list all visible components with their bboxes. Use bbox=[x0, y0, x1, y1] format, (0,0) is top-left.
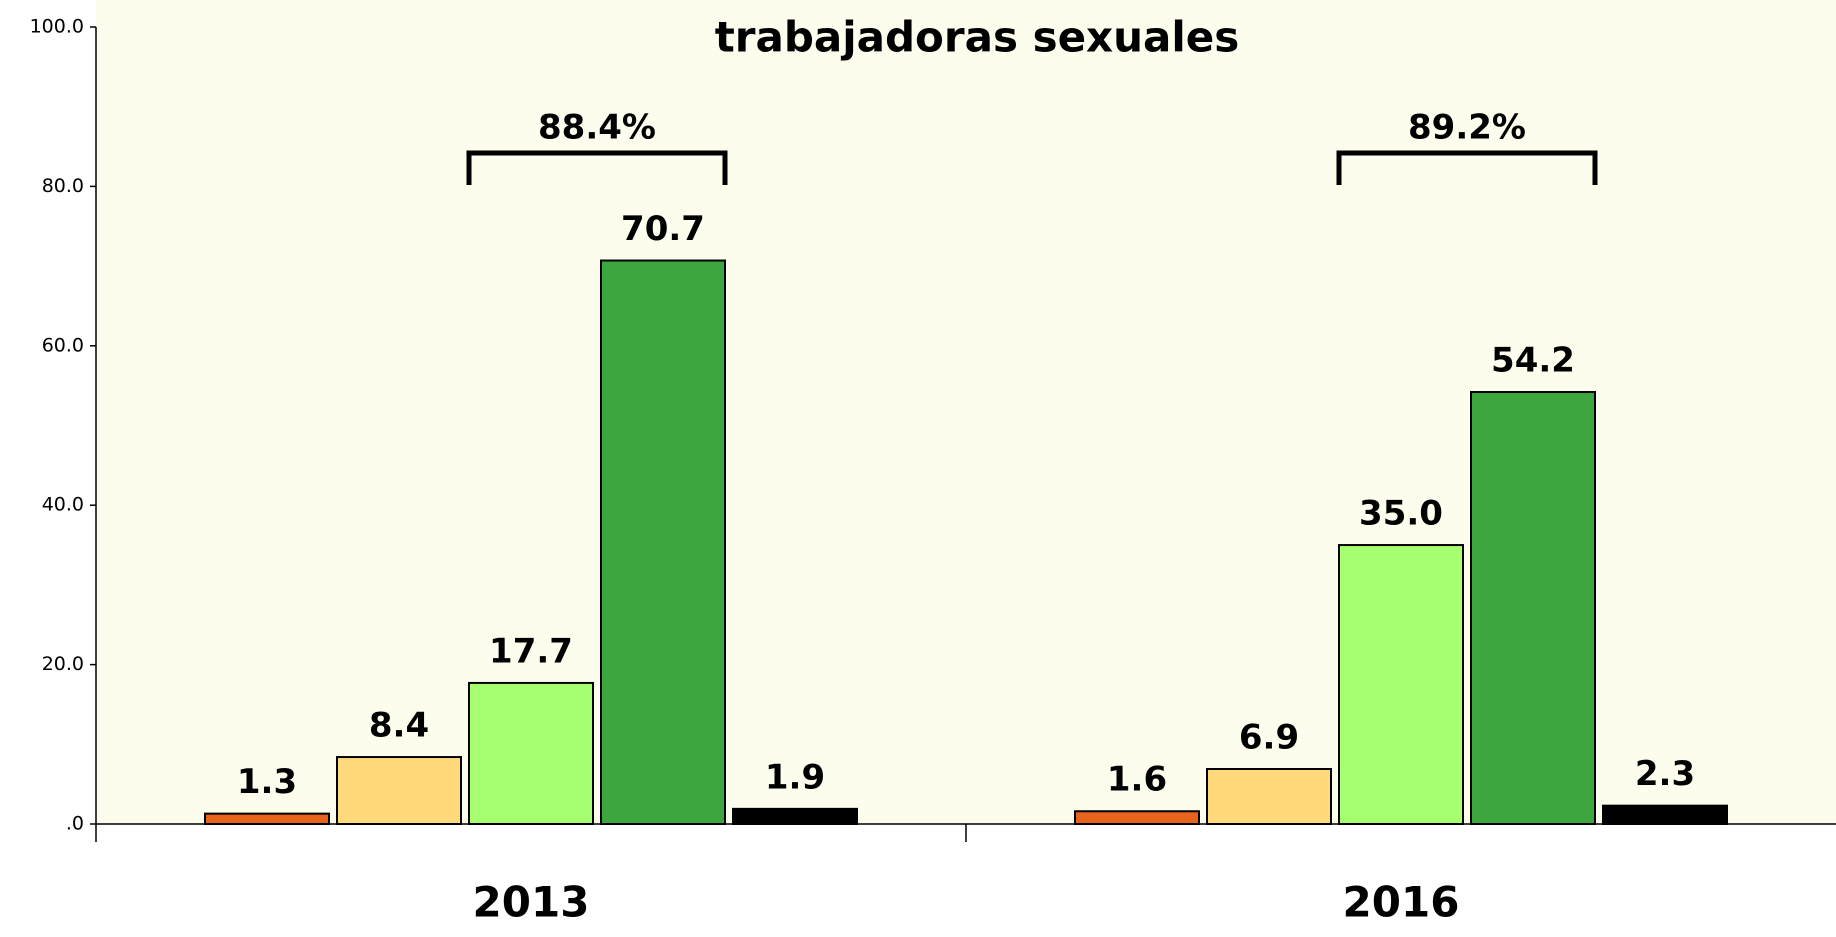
bar bbox=[600, 259, 726, 825]
bracket bbox=[466, 150, 728, 185]
annotation: 88.4% bbox=[538, 108, 656, 148]
data-label: 35.0 bbox=[1359, 494, 1443, 534]
data-label: 70.7 bbox=[621, 209, 705, 249]
bar bbox=[1470, 391, 1596, 825]
data-label: 17.7 bbox=[489, 631, 573, 671]
y-tick-label: 20.0 bbox=[42, 653, 84, 675]
bar bbox=[1206, 768, 1332, 826]
data-label: 1.6 bbox=[1107, 760, 1167, 800]
bar bbox=[204, 812, 330, 825]
bar bbox=[336, 756, 462, 825]
bracket bbox=[1336, 150, 1598, 185]
bar bbox=[732, 807, 858, 825]
bar bbox=[468, 681, 594, 826]
annotation: 89.2% bbox=[1408, 108, 1526, 148]
data-label: 1.9 bbox=[765, 757, 825, 797]
data-label: 6.9 bbox=[1239, 718, 1299, 758]
bar bbox=[1338, 544, 1464, 825]
data-label: 54.2 bbox=[1491, 341, 1575, 381]
y-tick-label: .0 bbox=[66, 813, 84, 835]
data-label: 2.3 bbox=[1635, 754, 1695, 794]
y-tick-label: 60.0 bbox=[42, 334, 84, 356]
data-label: 1.3 bbox=[237, 762, 297, 802]
chart-title: trabajadoras sexuales bbox=[715, 13, 1240, 62]
y-tick-label: 100.0 bbox=[30, 16, 84, 38]
x-tick-label: 2013 bbox=[473, 878, 590, 927]
x-tick-label: 2016 bbox=[1343, 878, 1460, 927]
y-tick-label: 80.0 bbox=[42, 175, 84, 197]
y-tick-label: 40.0 bbox=[42, 494, 84, 516]
bar bbox=[1074, 810, 1200, 825]
bar bbox=[1602, 804, 1728, 826]
data-label: 8.4 bbox=[369, 706, 429, 746]
